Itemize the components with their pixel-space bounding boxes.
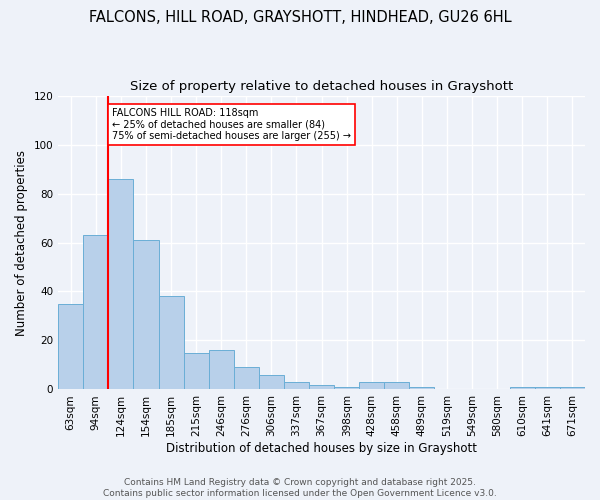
Bar (133, 240, 158, 390)
Bar (334, 387, 359, 390)
Bar (385, 382, 409, 390)
Bar (234, 368, 259, 390)
Text: FALCONS HILL ROAD: 118sqm
← 25% of detached houses are smaller (84)
75% of semi-: FALCONS HILL ROAD: 118sqm ← 25% of detac… (112, 108, 351, 141)
Text: Contains HM Land Registry data © Crown copyright and database right 2025.
Contai: Contains HM Land Registry data © Crown c… (103, 478, 497, 498)
Bar (109, 179, 133, 390)
Bar (158, 296, 184, 390)
Bar (83, 235, 109, 390)
Bar (284, 382, 309, 390)
Bar (259, 375, 284, 390)
Bar (409, 387, 434, 390)
Bar (309, 384, 334, 390)
Bar (184, 352, 209, 390)
Text: FALCONS, HILL ROAD, GRAYSHOTT, HINDHEAD, GU26 6HL: FALCONS, HILL ROAD, GRAYSHOTT, HINDHEAD,… (89, 10, 511, 25)
Bar (359, 382, 385, 390)
Bar (58, 304, 83, 390)
Title: Size of property relative to detached houses in Grayshott: Size of property relative to detached ho… (130, 80, 513, 93)
Bar (510, 387, 535, 390)
Y-axis label: Number of detached properties: Number of detached properties (15, 150, 28, 336)
Bar (209, 350, 234, 390)
Bar (560, 387, 585, 390)
X-axis label: Distribution of detached houses by size in Grayshott: Distribution of detached houses by size … (166, 442, 477, 455)
Bar (535, 387, 560, 390)
